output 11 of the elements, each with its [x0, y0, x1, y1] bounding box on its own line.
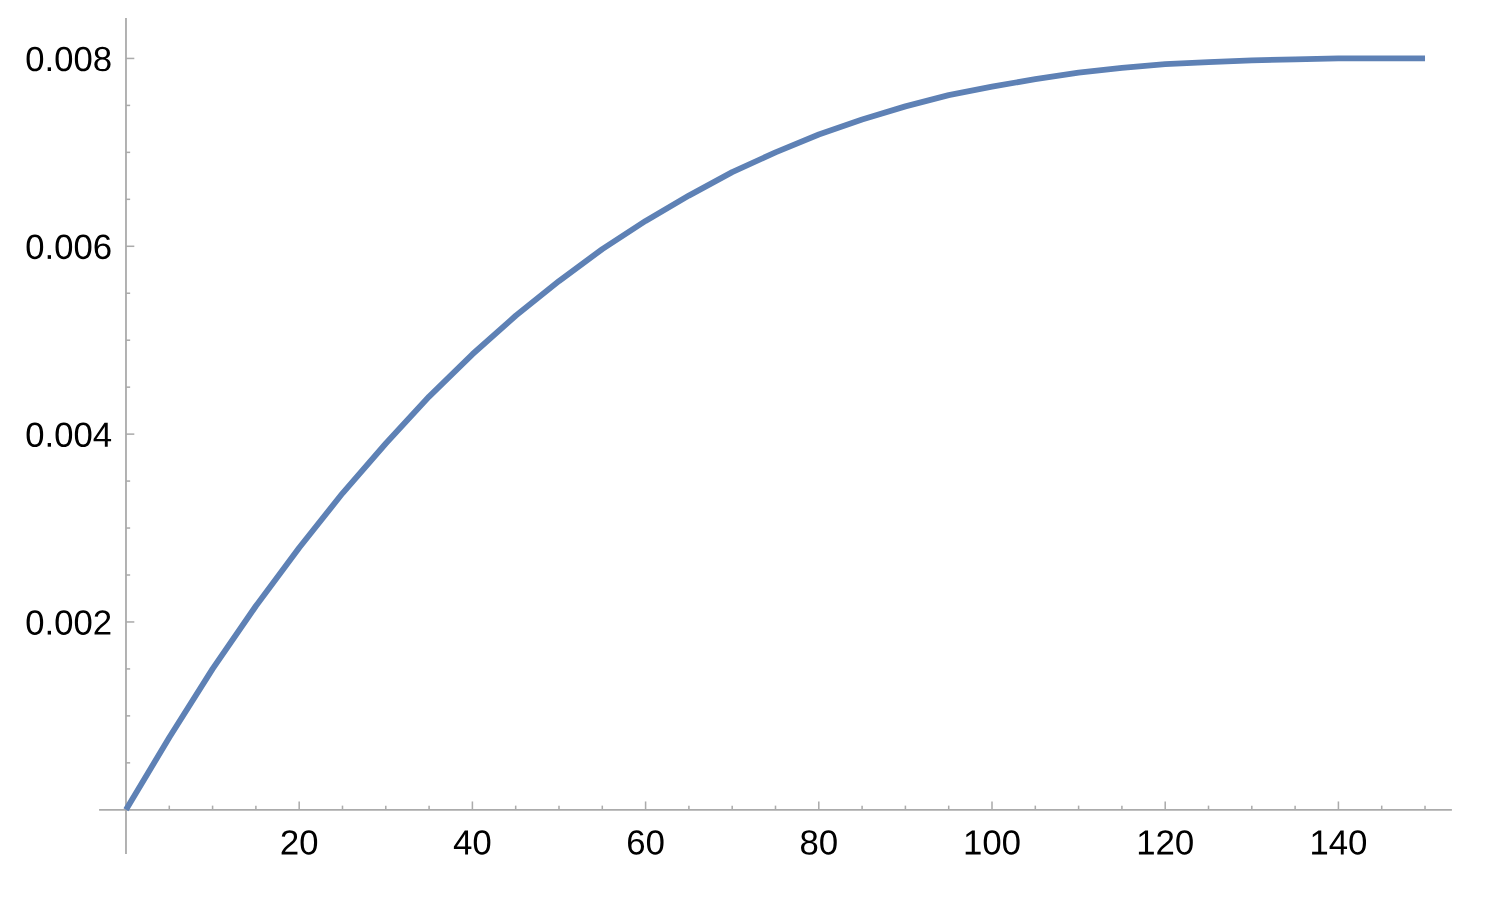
y-tick-label: 0.002 [26, 610, 111, 635]
y-tick-label: 0.004 [26, 422, 112, 448]
x-tick-label: 140 [1312, 830, 1367, 855]
x-tick-label: 20 [281, 830, 318, 855]
y-tick-label: 0.006 [26, 234, 111, 260]
x-tick-label: 80 [801, 830, 837, 855]
y-tick-label: 0.008 [26, 46, 111, 72]
x-tick-label: 40 [453, 830, 491, 855]
x-tick-label: 60 [628, 830, 664, 855]
x-tick-label: 100 [965, 830, 1020, 855]
x-tick-label: 120 [1138, 830, 1193, 855]
